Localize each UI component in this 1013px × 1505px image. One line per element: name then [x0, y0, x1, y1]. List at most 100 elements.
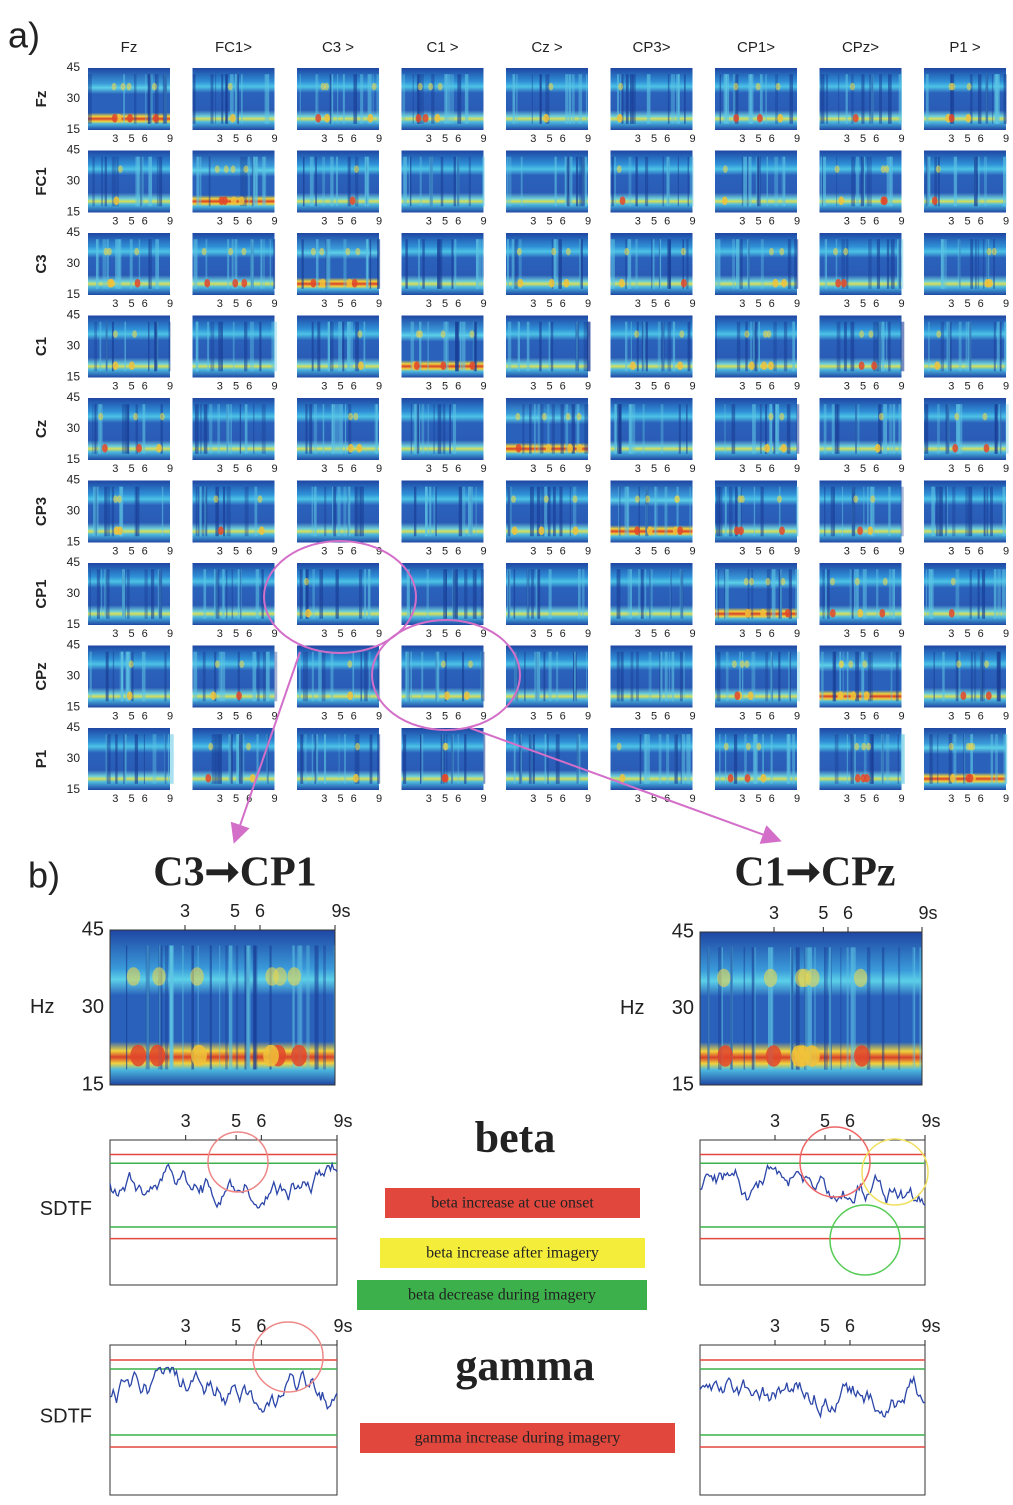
x-tick-label: 5	[964, 545, 970, 557]
spectrogram-streak	[158, 569, 163, 619]
spectrogram	[192, 645, 275, 708]
x-tick-label: 9	[689, 298, 695, 310]
x-tick-label: 9s	[921, 1316, 940, 1336]
spectrogram-streak	[934, 156, 938, 207]
spectrogram-streak	[209, 945, 212, 1070]
y-tick-label: 30	[67, 751, 81, 765]
x-tick-label: 3	[635, 463, 641, 475]
spectrogram-streak	[456, 156, 460, 207]
x-tick-label: 6	[664, 215, 670, 227]
spectrogram-streak	[986, 239, 990, 289]
spectrogram-streak	[451, 734, 454, 784]
spectrogram-blob	[218, 526, 224, 536]
spectrogram-streak	[215, 486, 219, 537]
sdtf-trace	[699, 1374, 926, 1419]
spectrogram-blob	[862, 660, 868, 668]
spectrogram-streak	[867, 486, 869, 537]
x-tick-label: 5	[651, 298, 657, 310]
x-tick-label: 6	[769, 545, 775, 557]
spectrogram-streak	[265, 651, 270, 702]
spectrogram-streak	[732, 239, 735, 289]
spectrogram-blob	[879, 608, 886, 618]
spectrogram-blob	[853, 495, 859, 503]
spectrogram-blob	[765, 577, 771, 586]
spectrogram-streak	[860, 156, 864, 207]
x-tick-label: 9s	[333, 1316, 352, 1336]
spectrogram-streak	[429, 156, 434, 207]
spectrogram-streak	[548, 651, 552, 702]
x-tick-label: 9	[376, 545, 382, 557]
spectrogram-streak	[834, 404, 839, 454]
plot-frame	[699, 931, 923, 1086]
x-tick-label: 9	[271, 710, 277, 722]
spectrogram-streak	[405, 239, 408, 289]
x-tick-label: 5	[546, 793, 552, 805]
spectrogram-streak	[322, 404, 325, 454]
x-tick-label: 3	[112, 710, 118, 722]
spectrogram-streak	[658, 734, 662, 784]
spectrogram-streak	[164, 734, 166, 784]
spectrogram-streak	[824, 947, 828, 1070]
highlight-circle	[263, 540, 417, 654]
x-tick-label: 6	[246, 298, 252, 310]
spectrogram-streak	[984, 156, 988, 207]
x-tick-label: 9	[585, 710, 591, 722]
spectrogram-streak	[92, 156, 95, 207]
spectrogram-blob	[548, 82, 554, 91]
spectrogram-streak	[638, 486, 640, 537]
spectrogram-blob	[440, 660, 446, 668]
spectrogram-streak	[262, 651, 267, 702]
spectrogram-blob	[541, 412, 547, 421]
spectrogram-streak	[193, 239, 198, 289]
spectrogram-streak	[534, 404, 536, 454]
spectrogram-streak	[611, 156, 614, 207]
spectrogram-streak	[659, 239, 662, 289]
x-tick-label: 6	[455, 545, 461, 557]
x-tick-label: 6	[246, 710, 252, 722]
spectrogram-streak	[511, 239, 515, 289]
spectrogram-streak	[507, 569, 510, 619]
spectrogram-streak	[831, 404, 835, 454]
spectrogram-blob	[950, 577, 956, 586]
x-tick-label: 9	[271, 133, 277, 145]
spectrogram-blob	[117, 526, 123, 536]
spectrogram-streak	[774, 156, 779, 207]
spectrogram-streak	[259, 321, 262, 372]
x-tick-label: 6	[560, 710, 566, 722]
spectrogram-streak	[956, 404, 960, 454]
spectrogram-streak	[885, 734, 890, 784]
spectrogram-blob	[619, 196, 626, 206]
spectrogram-streak	[631, 404, 636, 454]
spectrogram-streak	[642, 404, 645, 454]
x-tick-label: 5	[755, 133, 761, 145]
spectrogram-streak	[924, 404, 929, 454]
spectrogram-streak	[150, 569, 155, 619]
spectrogram-streak	[96, 569, 100, 619]
spectrogram-streak	[679, 651, 683, 702]
spectrogram-streak	[105, 569, 110, 619]
spectrogram-blob	[239, 660, 245, 668]
spectrogram-streak	[331, 404, 336, 454]
spectrogram-streak	[105, 651, 109, 702]
spectrogram-streak	[214, 734, 219, 784]
x-tick-label: 3	[112, 463, 118, 475]
spectrogram-streak	[1002, 156, 1007, 207]
x-tick-label: 3	[112, 793, 118, 805]
spectrogram-streak	[446, 734, 448, 784]
spectrogram-blob	[731, 660, 737, 668]
spectrogram-streak	[645, 486, 649, 537]
spectrogram-streak	[301, 239, 304, 289]
spectrogram-streak	[330, 156, 334, 207]
x-tick-label: 3	[530, 215, 536, 227]
sdtf-trace	[109, 1366, 338, 1413]
spectrogram-blob	[511, 495, 517, 503]
spectrogram-blob	[134, 278, 141, 288]
spectrogram-blob	[205, 773, 212, 783]
spectrogram-streak	[724, 569, 729, 619]
spectrogram-streak	[886, 156, 891, 207]
spectrogram-streak	[95, 404, 98, 454]
spectrogram-blob	[319, 247, 325, 256]
x-tick-label: 5	[128, 380, 134, 392]
spectrogram-streak	[942, 651, 945, 702]
spectrogram-streak	[199, 486, 202, 537]
